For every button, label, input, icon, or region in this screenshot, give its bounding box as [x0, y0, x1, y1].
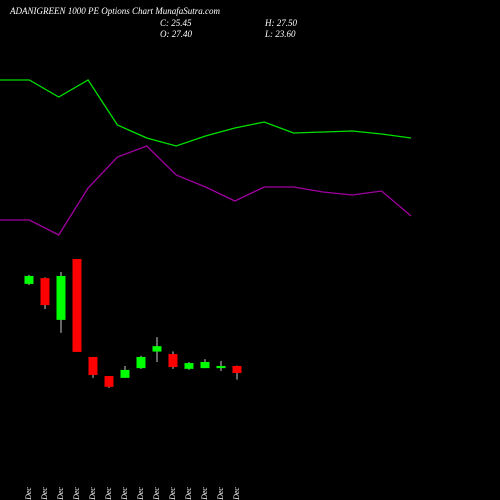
x-tick-label: 19 Dec: [168, 487, 177, 500]
x-tick-label: 06 Dec: [24, 487, 33, 500]
candle-body: [56, 275, 66, 320]
indicator-line: [0, 79, 412, 147]
candle-body: [72, 259, 82, 352]
candle-body: [232, 365, 242, 373]
candle-body: [136, 356, 146, 369]
candle-body: [168, 354, 178, 368]
candle-body: [184, 363, 194, 369]
x-tick-label: 10 Dec: [56, 487, 65, 500]
chart-title: ADANIGREEN 1000 PE Options Chart MunafaS…: [9, 6, 220, 16]
candle-body: [88, 356, 98, 375]
x-tick-label: 23 Dec: [200, 487, 209, 500]
x-tick-label: 26 Dec: [232, 487, 241, 500]
x-tick-label: 11 Dec: [72, 487, 81, 500]
open-label: O: 27.40: [160, 29, 192, 39]
x-tick-label: 12 Dec: [88, 487, 97, 500]
candle-body: [152, 346, 162, 352]
x-tick-label: 17 Dec: [136, 487, 145, 500]
candle-body: [24, 275, 34, 284]
x-tick-label: 09 Dec: [40, 487, 49, 500]
x-tick-label: 20 Dec: [184, 487, 193, 500]
high-label: H: 27.50: [264, 18, 297, 28]
low-label: L: 23.60: [264, 29, 296, 39]
indicator-line: [0, 145, 412, 236]
candle-body: [216, 365, 226, 369]
x-tick-label: 18 Dec: [152, 487, 161, 500]
x-tick-label: 24 Dec: [216, 487, 225, 500]
candle-body: [104, 376, 114, 387]
candle-body: [200, 362, 210, 369]
close-label: C: 25.45: [160, 18, 192, 28]
candle-body: [40, 278, 50, 306]
x-tick-label: 13 Dec: [104, 487, 113, 500]
x-tick-label: 16 Dec: [120, 487, 129, 500]
candle-body: [120, 369, 130, 378]
